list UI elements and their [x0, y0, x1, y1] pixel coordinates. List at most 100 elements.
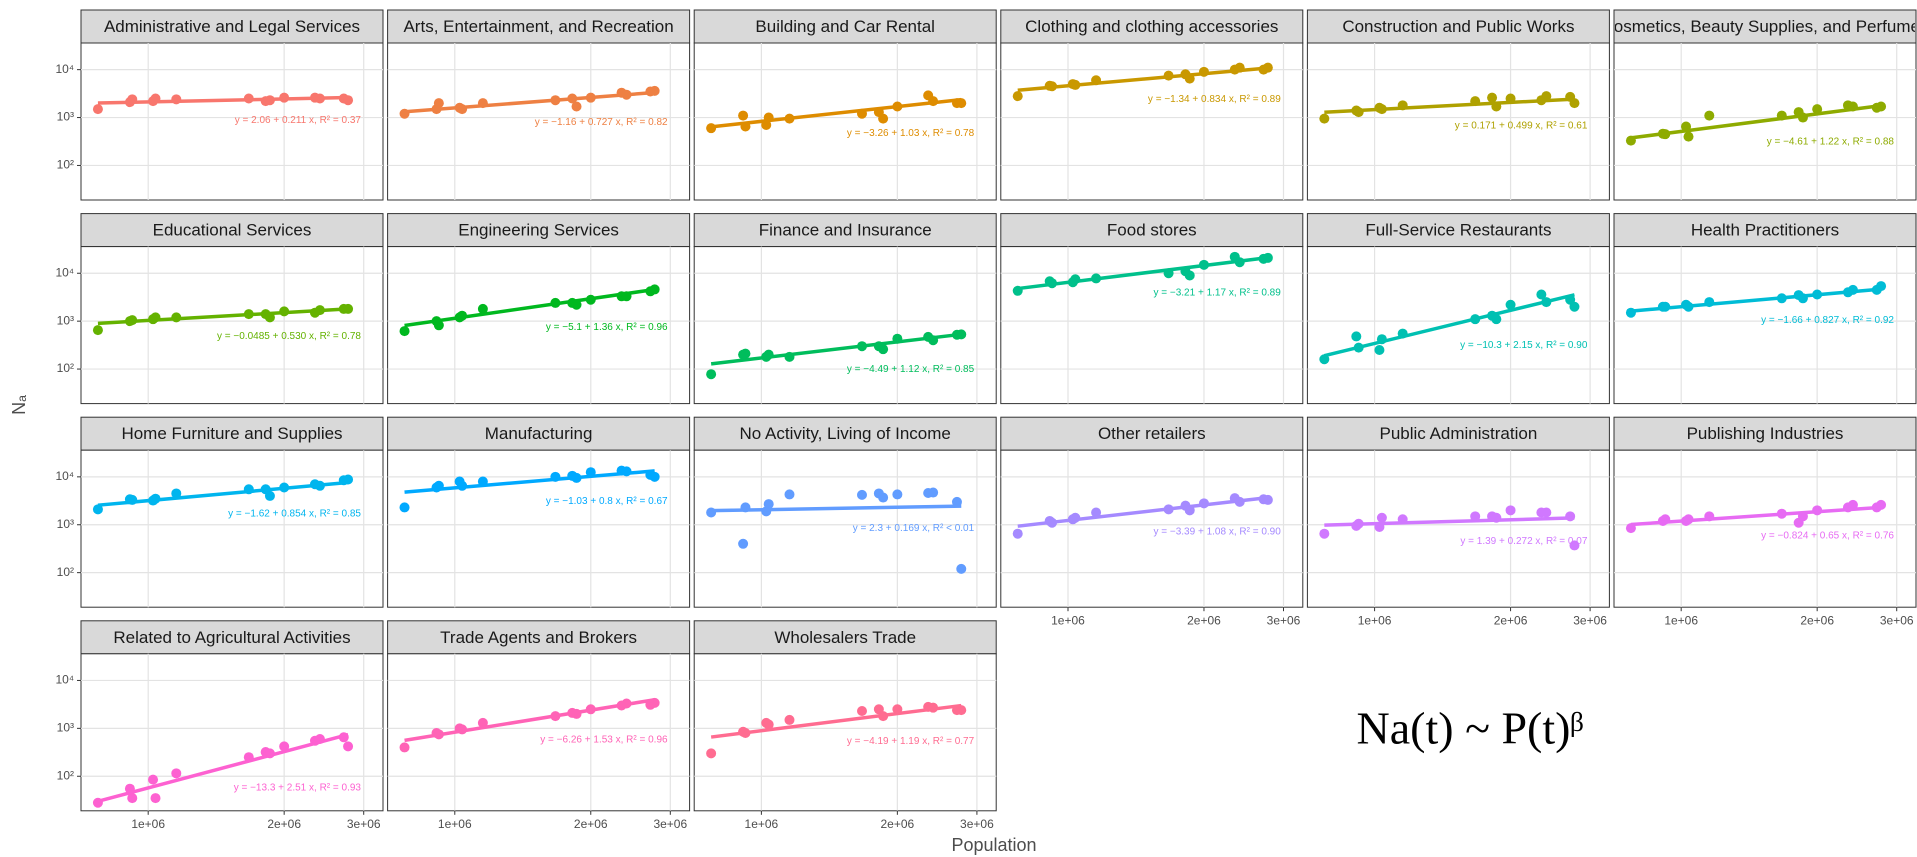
panel-title: Clothing and clothing accessories: [1025, 17, 1278, 36]
strip: [1613, 213, 1917, 248]
fit-line: [710, 332, 962, 366]
strip: [80, 9, 384, 44]
strip: [1306, 213, 1610, 248]
point: [1569, 540, 1580, 551]
x-tick-label: 3e+06: [347, 817, 381, 831]
point: [1541, 91, 1552, 102]
point: [878, 113, 889, 124]
panel: [693, 246, 997, 405]
point: [264, 490, 275, 501]
equation: y = −10.3 + 2.15 x, R² = 0.90: [1460, 340, 1588, 351]
fit-line: [404, 698, 655, 743]
y-tick-label: 10³: [57, 313, 74, 327]
panel-marks: [387, 246, 690, 404]
panel-title: Wholesalers Trade: [774, 628, 916, 647]
point: [279, 741, 290, 752]
y-tick-label: 10⁴: [55, 265, 74, 279]
panel-marks: [1614, 43, 1916, 200]
point: [763, 719, 774, 730]
panel-marks: [387, 653, 690, 811]
point: [1091, 507, 1102, 518]
equation: y = −1.62 + 0.854 x, R² = 0.85: [228, 508, 361, 519]
panel-marks: [694, 43, 997, 200]
fit-line: [711, 504, 962, 513]
point: [706, 369, 717, 380]
x-tick-label: 2e+06: [1800, 613, 1834, 627]
fit-line: [1630, 505, 1882, 527]
point: [1541, 507, 1552, 518]
point: [1376, 512, 1387, 523]
x-tick-label: 1e+06: [438, 817, 472, 831]
x-tick-label: 2e+06: [267, 817, 301, 831]
x-tick-label: 1e+06: [1358, 613, 1392, 627]
fit-line: [1324, 516, 1575, 527]
point: [1505, 299, 1516, 310]
equation: y = −1.03 + 0.8 x, R² = 0.67: [546, 496, 668, 507]
strip: [1306, 9, 1610, 44]
x-tick-label: 3e+06: [1880, 613, 1914, 627]
equation: y = 2.3 + 0.169 x, R² < 0.01: [853, 523, 975, 534]
strip: [693, 213, 997, 248]
point: [150, 793, 161, 804]
fit-line: [404, 287, 655, 328]
strip: [1613, 416, 1917, 451]
fit-line: [710, 97, 962, 129]
x-tick-label: 2e+06: [574, 817, 608, 831]
y-tick-label: 10³: [57, 517, 74, 531]
point: [1487, 92, 1498, 103]
y-axis-label: Nₐ: [9, 395, 29, 415]
panel-title: Home Furniture and Supplies: [121, 424, 342, 443]
strip: [1000, 416, 1304, 451]
panel: [693, 42, 997, 201]
point: [1812, 104, 1823, 115]
x-axis-label: Population: [951, 835, 1036, 855]
fit-line: [97, 732, 349, 803]
formula: Na(t) ~ P(t)ᵝ: [1357, 703, 1584, 754]
panel-title: Related to Agricultural Activities: [113, 628, 350, 647]
point: [148, 774, 159, 785]
panel-title: Manufacturing: [485, 424, 593, 443]
panel-title: Health Practitioners: [1691, 221, 1839, 240]
panel-title: Public Administration: [1379, 424, 1537, 443]
panel-marks: [1000, 450, 1303, 608]
point: [92, 104, 103, 115]
point: [1683, 131, 1694, 142]
x-tick-label: 3e+06: [1573, 613, 1607, 627]
equation: y = −6.26 + 1.53 x, R² = 0.96: [540, 735, 668, 746]
panel-marks: [1307, 246, 1610, 404]
point: [956, 563, 967, 574]
equation: y = −13.3 + 2.51 x, R² = 0.93: [234, 783, 362, 794]
panel-title: Publishing Industries: [1687, 424, 1844, 443]
panel-marks: [1614, 450, 1916, 608]
y-tick-label: 10³: [57, 110, 74, 124]
point: [1012, 528, 1023, 539]
panel-marks: [81, 43, 383, 200]
point: [399, 742, 410, 753]
point: [1491, 314, 1502, 325]
panel-title: Administrative and Legal Services: [104, 17, 360, 36]
panel-title: Trade Agents and Brokers: [440, 628, 637, 647]
strip: [387, 213, 691, 248]
panel: [1306, 246, 1610, 405]
strip: [1306, 416, 1610, 451]
panel: [387, 449, 691, 608]
panel-title: Engineering Services: [458, 221, 619, 240]
point: [571, 101, 582, 112]
y-tick-label: 10⁴: [55, 673, 74, 687]
panel-title: Other retailers: [1098, 424, 1206, 443]
point: [706, 748, 717, 759]
point: [649, 284, 660, 295]
fit-line: [1324, 97, 1575, 114]
point: [127, 793, 138, 804]
x-tick-label: 1e+06: [745, 817, 779, 831]
panel-marks: [1307, 450, 1610, 608]
point: [878, 344, 889, 355]
equation: y = −1.16 + 0.727 x, R² = 0.82: [535, 117, 668, 128]
y-tick-label: 10²: [57, 158, 74, 172]
x-tick-label: 2e+06: [1187, 613, 1221, 627]
point: [92, 325, 103, 336]
point: [1262, 62, 1273, 73]
point: [433, 98, 444, 109]
fit-line: [1630, 287, 1882, 313]
y-tick-label: 10²: [57, 361, 74, 375]
